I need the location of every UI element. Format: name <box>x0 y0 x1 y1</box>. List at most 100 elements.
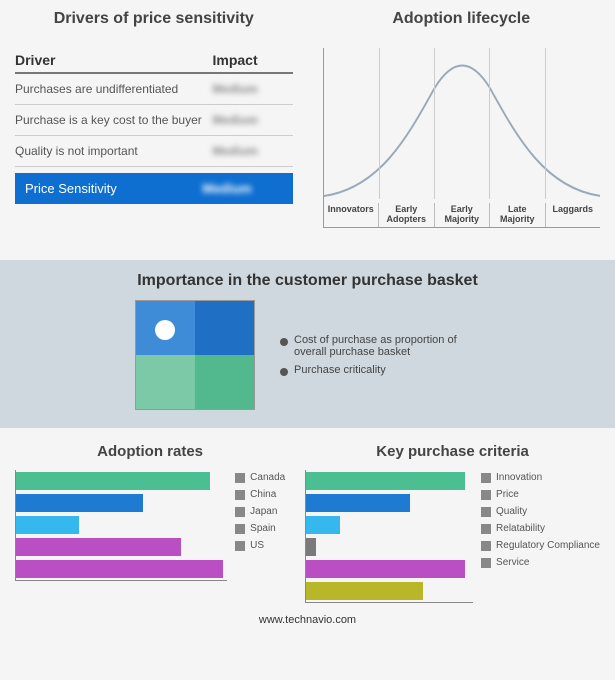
quadrant-bottom-left <box>136 355 195 409</box>
legend-swatch <box>235 524 245 534</box>
driver-row: Purchase is a key cost to the buyerMediu… <box>15 105 293 136</box>
importance-panel: Importance in the customer purchase bask… <box>0 260 615 428</box>
bar <box>16 538 181 556</box>
legend-text: Cost of purchase as proportion of overal… <box>294 334 480 358</box>
importance-legend-item: Purchase criticality <box>280 364 480 376</box>
quadrant-top-right <box>195 301 254 355</box>
col-impact-header: Impact <box>213 52 293 68</box>
bar-row <box>306 470 473 492</box>
bar-row <box>16 536 227 558</box>
lifecycle-category: EarlyMajority <box>434 203 490 227</box>
lifecycle-gridline <box>489 48 490 199</box>
summary-value: Medium <box>203 181 283 196</box>
driver-impact: Medium <box>213 82 293 96</box>
bar <box>16 494 143 512</box>
lifecycle-category: Innovators <box>324 203 379 227</box>
drivers-table: Driver Impact Purchases are undifferenti… <box>15 48 293 204</box>
drivers-panel: Drivers of price sensitivity Driver Impa… <box>0 0 308 260</box>
adoption-rates-legend: Canada China Japan Spain US <box>235 470 285 581</box>
footer-text: www.technavio.com <box>0 608 615 632</box>
quadrant-bottom-right <box>195 355 254 409</box>
legend-label: Canada <box>250 472 285 483</box>
adoption-rates-bars <box>15 470 227 581</box>
legend-item: Relatability <box>481 523 600 534</box>
legend-swatch <box>235 490 245 500</box>
lifecycle-category: LateMajority <box>489 203 545 227</box>
importance-legend-item: Cost of purchase as proportion of overal… <box>280 334 480 358</box>
lifecycle-labels: InnovatorsEarlyAdoptersEarlyMajorityLate… <box>324 203 601 227</box>
bar <box>306 560 465 578</box>
legend-swatch <box>235 473 245 483</box>
legend-label: Innovation <box>496 472 542 483</box>
bar-row <box>306 558 473 580</box>
driver-label: Purchase is a key cost to the buyer <box>15 113 213 127</box>
legend-swatch <box>481 524 491 534</box>
legend-label: Japan <box>250 506 277 517</box>
bar-row <box>16 514 227 536</box>
legend-item: Price <box>481 489 600 500</box>
criteria-panel: Key purchase criteria Innovation Price Qua… <box>295 438 615 608</box>
bar-row <box>306 514 473 536</box>
adoption-rates-panel: Adoption rates Canada China Japan Spain US <box>0 438 295 608</box>
criteria-legend: Innovation Price Quality Relatability Regula… <box>481 470 600 603</box>
driver-label: Purchases are undifferentiated <box>15 82 213 96</box>
legend-item: Quality <box>481 506 600 517</box>
legend-label: Quality <box>496 506 527 517</box>
legend-swatch <box>235 507 245 517</box>
legend-label: China <box>250 489 276 500</box>
legend-swatch <box>481 558 491 568</box>
bar-row <box>306 536 473 558</box>
legend-swatch <box>235 541 245 551</box>
criteria-title: Key purchase criteria <box>305 443 600 460</box>
legend-label: Service <box>496 557 529 568</box>
bar <box>306 516 339 534</box>
lifecycle-gridline <box>434 48 435 199</box>
criteria-bars <box>305 470 473 603</box>
driver-impact: Medium <box>213 144 293 158</box>
bar <box>16 560 223 578</box>
bullet-icon <box>280 338 288 346</box>
col-driver-header: Driver <box>15 52 213 68</box>
legend-swatch <box>481 507 491 517</box>
bar-row <box>16 492 227 514</box>
legend-item: Innovation <box>481 472 600 483</box>
adoption-rates-title: Adoption rates <box>15 443 285 460</box>
legend-label: Price <box>496 489 519 500</box>
summary-label: Price Sensitivity <box>25 181 203 196</box>
legend-item: US <box>235 540 285 551</box>
legend-swatch <box>481 473 491 483</box>
driver-row: Quality is not importantMedium <box>15 136 293 167</box>
legend-swatch <box>481 541 491 551</box>
bar <box>306 494 409 512</box>
lifecycle-category: Laggards <box>545 203 601 227</box>
lifecycle-gridline <box>379 48 380 199</box>
legend-item: Service <box>481 557 600 568</box>
legend-item: Canada <box>235 472 285 483</box>
legend-label: Spain <box>250 523 276 534</box>
bar-row <box>16 470 227 492</box>
legend-label: Regulatory Compliance <box>496 540 600 551</box>
legend-text: Purchase criticality <box>294 364 386 376</box>
lifecycle-panel: Adoption lifecycle InnovatorsEarlyAdopte… <box>308 0 615 260</box>
importance-legend: Cost of purchase as proportion of overal… <box>280 328 480 382</box>
driver-row: Purchases are undifferentiatedMedium <box>15 74 293 105</box>
driver-label: Quality is not important <box>15 144 213 158</box>
drivers-title: Drivers of price sensitivity <box>15 10 293 28</box>
importance-title: Importance in the customer purchase bask… <box>15 272 600 290</box>
legend-swatch <box>481 490 491 500</box>
legend-item: China <box>235 489 285 500</box>
legend-label: US <box>250 540 264 551</box>
legend-item: Regulatory Compliance <box>481 540 600 551</box>
legend-item: Japan <box>235 506 285 517</box>
bar <box>16 516 79 534</box>
bullet-icon <box>280 368 288 376</box>
bar-row <box>306 492 473 514</box>
lifecycle-chart: InnovatorsEarlyAdoptersEarlyMajorityLate… <box>323 48 601 228</box>
bar <box>306 582 423 600</box>
lifecycle-curve <box>324 48 601 198</box>
bar <box>16 472 210 490</box>
lifecycle-gridline <box>545 48 546 199</box>
legend-label: Relatability <box>496 523 545 534</box>
bar-row <box>306 580 473 602</box>
importance-quadrant <box>135 300 255 410</box>
